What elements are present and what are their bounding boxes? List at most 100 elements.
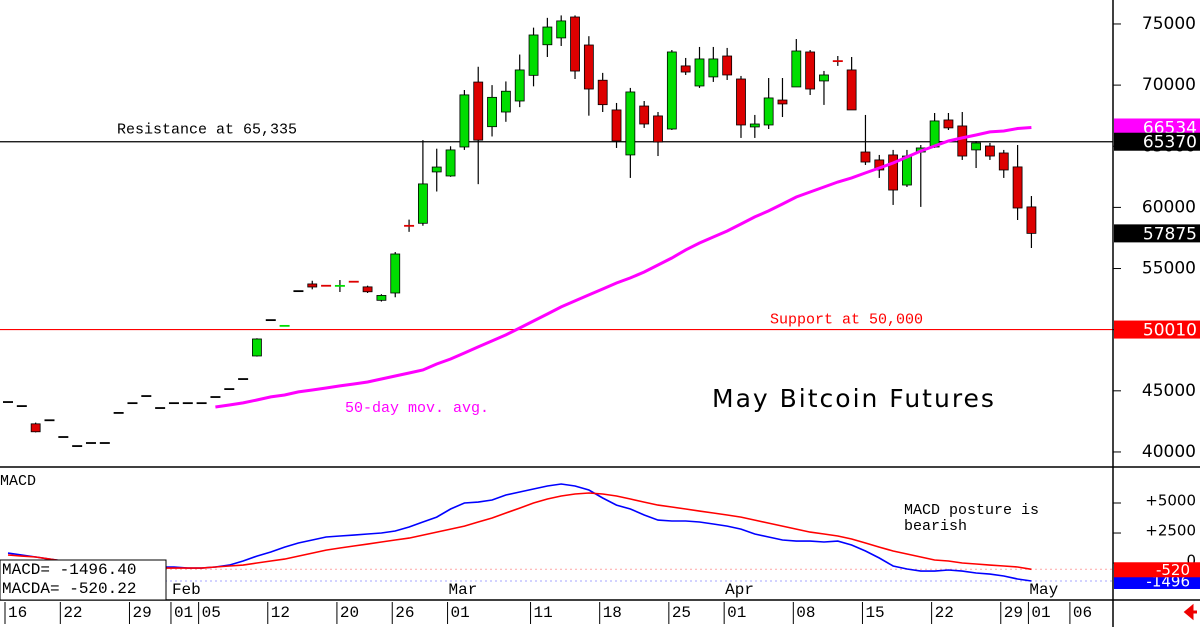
candle-dash — [182, 402, 193, 405]
candle-body — [763, 97, 774, 126]
candle-body — [417, 183, 428, 224]
y-tick-label: 40000 — [1142, 442, 1196, 462]
month-label: Mar — [449, 581, 478, 599]
candle-dash — [127, 402, 138, 405]
macd-label: MACD — [0, 473, 36, 490]
candle-dash — [334, 284, 345, 287]
candle-body — [666, 51, 677, 130]
candle-body — [777, 99, 788, 105]
x-tick-label: 16 — [8, 604, 27, 622]
y-tick-label: 70000 — [1142, 75, 1196, 95]
last-price-flag — [1114, 224, 1200, 243]
candle-body — [473, 81, 484, 141]
x-tick-label: 25 — [672, 604, 691, 622]
candle-body — [611, 109, 622, 142]
candle-body — [736, 78, 746, 126]
x-tick-label: 22 — [935, 604, 954, 622]
x-tick-label: 06 — [1073, 604, 1092, 622]
candle-dash — [293, 290, 304, 293]
candle-dash — [348, 280, 359, 283]
y-tick-label: 45000 — [1142, 381, 1196, 401]
x-tick-label: 01 — [1031, 604, 1050, 622]
x-tick-label: 05 — [202, 604, 221, 622]
month-label: Apr — [725, 581, 754, 599]
candle-body — [514, 69, 525, 102]
x-tick-label: 12 — [271, 604, 290, 622]
y2-tick-label: 0 — [1186, 552, 1196, 570]
candle-dash — [113, 412, 124, 414]
candle-body — [252, 338, 262, 357]
scroll-arrow — [1183, 603, 1197, 621]
plot — [0, 15, 1113, 582]
candle-body — [680, 65, 691, 73]
candle-dash — [141, 395, 152, 397]
candle-dash — [265, 319, 276, 322]
candle-body — [362, 286, 373, 293]
candle-body — [570, 16, 580, 72]
candle-body — [528, 34, 539, 76]
candle-dash — [3, 401, 13, 403]
candle-body — [708, 58, 719, 78]
candle-body — [805, 51, 816, 90]
candle-body — [694, 58, 705, 87]
x-tick-label: 29 — [1004, 604, 1023, 622]
x-tick-label: 26 — [395, 604, 414, 622]
candle-body — [722, 55, 733, 76]
month-label: May — [1029, 581, 1058, 599]
ma-label: 50-day mov. avg. — [345, 400, 489, 417]
candle-dash — [279, 324, 290, 327]
candle-dash — [72, 445, 83, 447]
candle-body — [459, 94, 470, 148]
x-tick-label: 20 — [340, 604, 359, 622]
candle-body — [307, 283, 318, 288]
candle-body — [860, 151, 871, 163]
candle-dash — [44, 419, 55, 422]
chart-title: May Bitcoin Futures — [712, 384, 996, 413]
candle-dash — [99, 442, 110, 444]
x-tick-label: 01 — [727, 604, 746, 622]
macd-note: MACD posture is — [904, 502, 1039, 519]
readout-box — [0, 559, 167, 601]
x-tick-label: 22 — [63, 604, 82, 622]
candle-body — [30, 423, 41, 433]
moving-average — [215, 126, 1032, 409]
candle-body — [985, 145, 995, 157]
y-tick-label: 75000 — [1142, 14, 1196, 34]
candle-dash — [85, 442, 96, 444]
macd-line — [7, 492, 1032, 571]
x-tick-label: 01 — [174, 604, 193, 622]
candle-body — [653, 115, 663, 143]
candle-dash — [16, 405, 27, 407]
level-label: Support at 50,000 — [770, 312, 923, 329]
level-flag-label: 65370 — [1143, 133, 1197, 153]
candle-body — [998, 152, 1009, 171]
ma-flag — [1114, 118, 1200, 137]
candle-dash — [210, 396, 221, 398]
level-label: Resistance at 65,335 — [117, 122, 297, 139]
readout: MACDA= -520.22 — [2, 580, 136, 598]
candle-body — [929, 120, 940, 148]
candle-body — [957, 125, 968, 157]
macd-note: bearish — [904, 518, 967, 535]
candle-dash — [155, 407, 166, 409]
candle-body — [846, 69, 857, 111]
readout: MACD= -1496.40 — [2, 561, 136, 579]
candle-dash — [321, 284, 332, 287]
level-flag — [1114, 132, 1200, 151]
candle-body — [819, 74, 829, 82]
x-tick-label: 18 — [603, 604, 622, 622]
level-flag-label: 50010 — [1143, 321, 1197, 341]
candle-dash — [238, 378, 249, 380]
macd-flag — [1114, 562, 1200, 578]
y-tick-label: 60000 — [1142, 197, 1196, 217]
candle-body — [888, 154, 899, 191]
y-tick-label: 55000 — [1142, 259, 1196, 279]
x-tick-label: 29 — [132, 604, 151, 622]
candle-body — [500, 90, 511, 113]
candle-body — [791, 50, 802, 88]
candle-dash — [224, 388, 235, 390]
candle-dash — [168, 402, 179, 405]
last-price-flag-label: 57875 — [1143, 224, 1197, 244]
month-label: Feb — [172, 581, 201, 599]
candle-body — [943, 119, 954, 129]
